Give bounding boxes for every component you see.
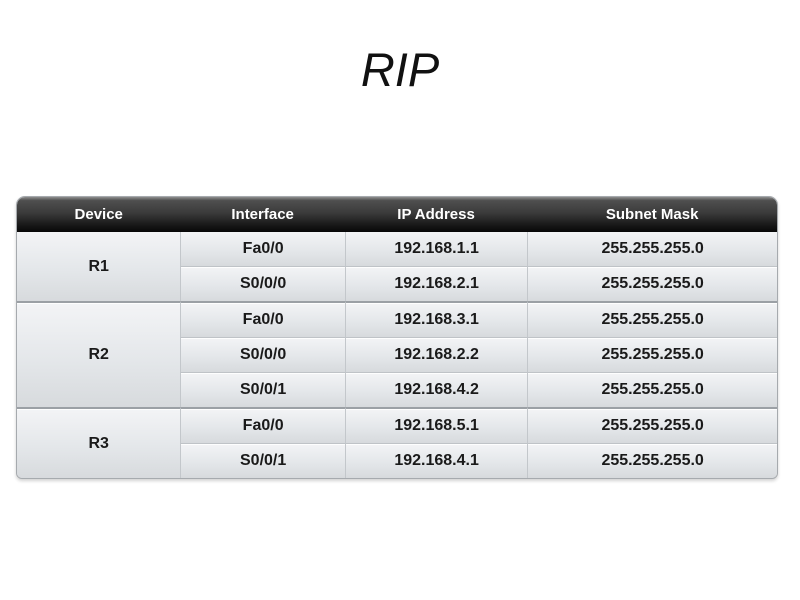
table-body: R1 Fa0/0 192.168.1.1 255.255.255.0 S0/0/… [17,232,777,478]
table-row: R2 Fa0/0 192.168.3.1 255.255.255.0 [17,301,777,407]
mask-cell: 255.255.255.0 [527,266,777,301]
ip-cell: 192.168.4.1 [344,443,528,478]
ip-cell: 192.168.2.1 [344,266,528,301]
interface-cell: S0/0/1 [180,443,345,478]
mask-cell: 255.255.255.0 [527,443,777,478]
table-row: R3 Fa0/0 192.168.5.1 255.255.255.0 [17,407,777,478]
interface-cell: S0/0/0 [180,337,345,372]
interface-cell: Fa0/0 [180,301,345,337]
ip-cell: 192.168.2.2 [344,337,528,372]
table-row: S0/0/0 192.168.2.1 255.255.255.0 [17,266,777,301]
header-row: Device Interface IP Address Subnet Mask [17,197,777,232]
ip-cell: 192.168.3.1 [344,301,528,337]
table-row: S0/0/1 192.168.4.2 255.255.255.0 [17,372,777,407]
interface-cell: S0/0/1 [180,372,345,407]
mask-cell: 255.255.255.0 [527,372,777,407]
table-row: S0/0/0 192.168.2.2 255.255.255.0 [17,337,777,372]
device-config-table-container: Device Interface IP Address Subnet Mask … [16,196,778,479]
device-cell: R2 [17,301,181,407]
interface-cell: S0/0/0 [180,266,345,301]
header-ip-address: IP Address [344,197,528,232]
ip-cell: 192.168.1.1 [344,232,528,266]
mask-cell: 255.255.255.0 [527,337,777,372]
table-row: R1 Fa0/0 192.168.1.1 255.255.255.0 [17,232,777,301]
mask-cell: 255.255.255.0 [527,301,777,337]
mask-cell: 255.255.255.0 [527,407,777,443]
ip-cell: 192.168.5.1 [344,407,528,443]
table-header: Device Interface IP Address Subnet Mask [17,197,777,232]
device-cell: R3 [17,407,181,478]
table-row: S0/0/1 192.168.4.1 255.255.255.0 [17,443,777,478]
header-subnet-mask: Subnet Mask [527,197,777,232]
header-device: Device [17,197,181,232]
interface-cell: Fa0/0 [180,407,345,443]
mask-cell: 255.255.255.0 [527,232,777,266]
page-title: RIP [360,43,440,96]
ip-cell: 192.168.4.2 [344,372,528,407]
device-config-table: Device Interface IP Address Subnet Mask … [17,197,777,478]
device-cell: R1 [17,232,181,301]
header-interface: Interface [180,197,345,232]
interface-cell: Fa0/0 [180,232,345,266]
